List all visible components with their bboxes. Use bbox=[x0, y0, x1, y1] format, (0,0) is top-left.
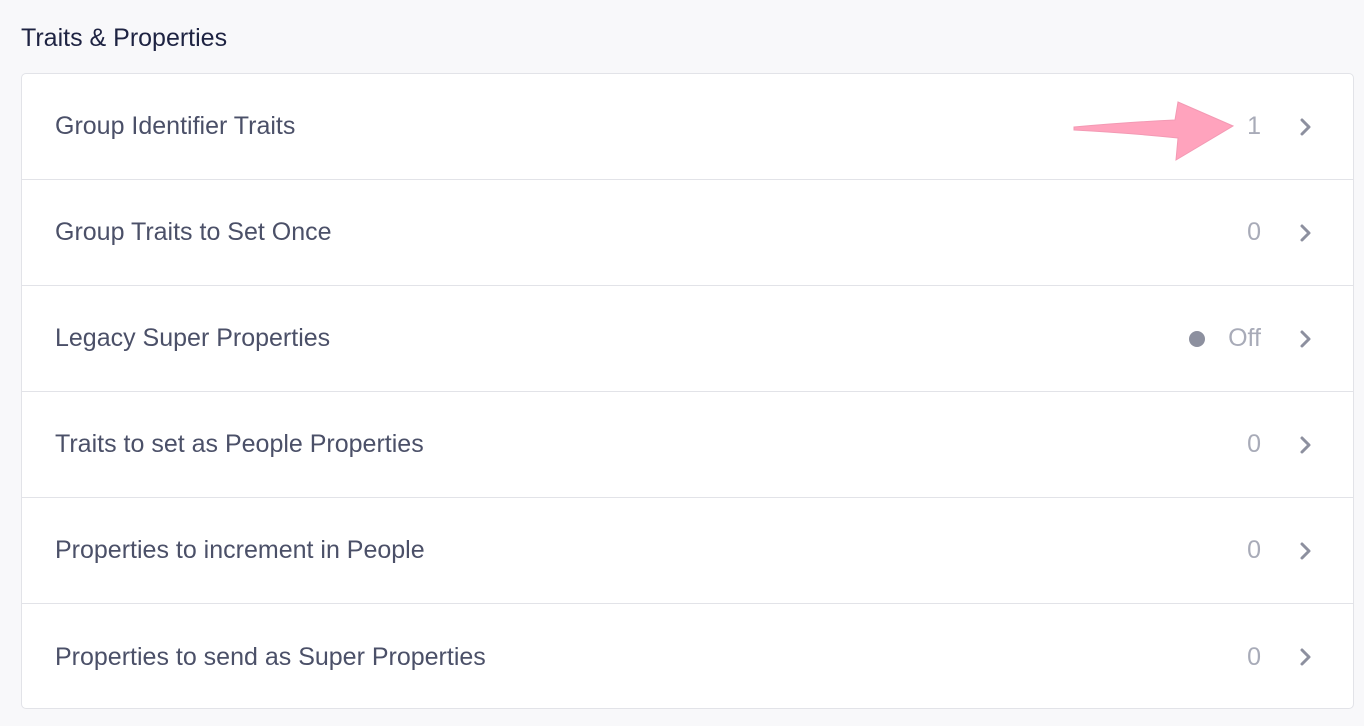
row-label: Traits to set as People Properties bbox=[55, 430, 424, 458]
chevron-right-icon bbox=[1300, 330, 1311, 347]
list-row[interactable]: Traits to set as People Properties 0 bbox=[22, 392, 1353, 498]
row-value-text: 0 bbox=[1247, 536, 1261, 564]
row-value-text: 0 bbox=[1247, 430, 1261, 458]
status-dot-icon bbox=[1189, 330, 1206, 347]
chevron-right-icon bbox=[1300, 118, 1311, 135]
row-value-text: 0 bbox=[1247, 642, 1261, 671]
row-label: Properties to increment in People bbox=[55, 536, 425, 564]
row-value-text: Off bbox=[1228, 324, 1261, 352]
list-row[interactable]: Legacy Super Properties Off bbox=[22, 286, 1353, 392]
row-label: Properties to send as Super Properties bbox=[55, 642, 486, 671]
row-value: 0 bbox=[1247, 536, 1261, 565]
chevron-right-icon bbox=[1300, 436, 1311, 453]
annotation-arrow-icon bbox=[1073, 101, 1235, 161]
row-value: Off bbox=[1189, 324, 1261, 353]
row-value: 1 bbox=[1247, 112, 1261, 141]
row-value: 0 bbox=[1247, 430, 1261, 459]
row-value-text: 1 bbox=[1247, 112, 1261, 140]
row-value: 0 bbox=[1247, 218, 1261, 247]
list-row[interactable]: Group Traits to Set Once 0 bbox=[22, 180, 1353, 286]
chevron-right-icon bbox=[1300, 542, 1311, 559]
row-value: 0 bbox=[1247, 643, 1261, 672]
list-row[interactable]: Properties to send as Super Properties 0 bbox=[22, 604, 1353, 710]
traits-properties-list: Group Identifier Traits 1 Group Traits t… bbox=[21, 73, 1354, 709]
row-value-text: 0 bbox=[1247, 218, 1261, 246]
section-title: Traits & Properties bbox=[21, 24, 228, 52]
row-label: Group Traits to Set Once bbox=[55, 218, 332, 246]
row-label: Group Identifier Traits bbox=[55, 112, 296, 140]
list-row[interactable]: Group Identifier Traits 1 bbox=[22, 74, 1353, 180]
row-label: Legacy Super Properties bbox=[55, 324, 331, 352]
chevron-right-icon bbox=[1300, 224, 1311, 241]
chevron-right-icon bbox=[1300, 648, 1311, 666]
list-row[interactable]: Properties to increment in People 0 bbox=[22, 498, 1353, 604]
